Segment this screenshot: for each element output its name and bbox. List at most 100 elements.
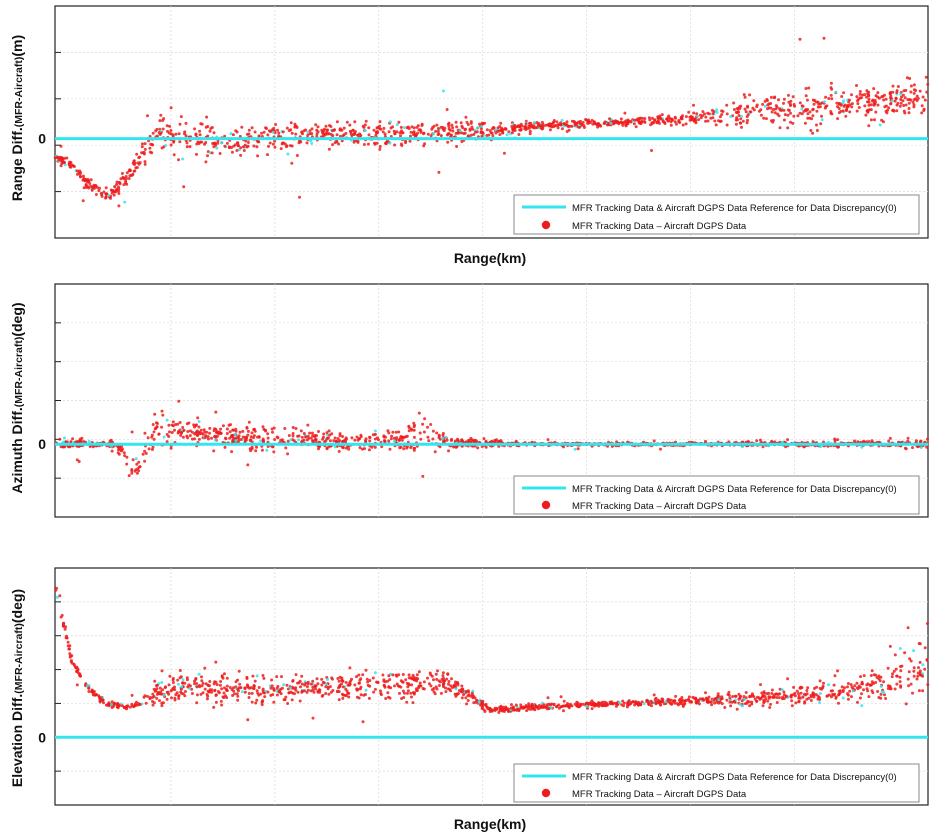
- data-point: [751, 106, 755, 110]
- data-point: [789, 693, 793, 697]
- data-point: [841, 696, 845, 700]
- data-point: [337, 679, 341, 683]
- data-point: [742, 93, 746, 97]
- data-point: [815, 129, 819, 132]
- data-point: [59, 164, 63, 168]
- data-point: [819, 445, 822, 449]
- data-point: [383, 684, 386, 688]
- data-point: [210, 126, 214, 129]
- data-point: [762, 698, 766, 702]
- data-point: [337, 449, 341, 453]
- data-point: [437, 433, 441, 437]
- data-point: [225, 684, 229, 688]
- data-point: [436, 129, 440, 133]
- data-point: [891, 108, 895, 112]
- data-point: [158, 699, 161, 703]
- data-point: [328, 124, 331, 127]
- data-point: [132, 169, 136, 173]
- data-point: [765, 99, 769, 102]
- data-point: [240, 125, 244, 129]
- data-point: [743, 107, 747, 111]
- data-point: [87, 439, 91, 443]
- data-point: [151, 143, 155, 147]
- data-point: [151, 700, 154, 703]
- data-point: [441, 433, 445, 437]
- data-point: [280, 675, 283, 679]
- data-point: [104, 703, 108, 707]
- data-point: [741, 119, 745, 123]
- data-point: [173, 428, 176, 432]
- data-point: [212, 449, 216, 453]
- data-point: [378, 145, 382, 148]
- data-point: [350, 436, 354, 440]
- data-point: [782, 97, 786, 101]
- data-point: [713, 701, 716, 705]
- data-point: [745, 701, 749, 705]
- data-point: [171, 681, 175, 684]
- data-point: [729, 115, 733, 118]
- data-point: [327, 429, 331, 433]
- data-point: [246, 463, 250, 467]
- data-point: [306, 423, 310, 427]
- data-point: [912, 105, 916, 109]
- data-point: [865, 89, 869, 93]
- data-point: [476, 126, 479, 130]
- data-point: [165, 440, 169, 444]
- data-point: [772, 108, 775, 111]
- data-point: [509, 703, 513, 707]
- data-point: [671, 700, 675, 704]
- data-point: [549, 703, 553, 707]
- data-point: [760, 691, 764, 695]
- data-point: [388, 678, 392, 682]
- data-point: [837, 692, 841, 696]
- data-point: [692, 103, 695, 107]
- data-point: [437, 436, 441, 440]
- data-point: [344, 446, 348, 450]
- data-point: [169, 129, 173, 132]
- data-point: [841, 688, 845, 692]
- data-point: [131, 458, 135, 462]
- data-point: [856, 440, 860, 444]
- y-axis-label-main: Azimuth Diff.: [9, 407, 25, 493]
- data-point: [256, 154, 260, 158]
- data-point: [223, 672, 226, 676]
- data-point: [918, 669, 922, 673]
- data-point: [65, 440, 69, 444]
- data-point: [777, 98, 780, 102]
- data-point: [347, 683, 351, 687]
- data-point: [244, 435, 248, 439]
- data-point: [863, 104, 867, 108]
- data-point: [246, 429, 250, 433]
- elevation-diff-panel: 0 Elevation Diff.(MFR-Aircraft)(deg) Ran…: [9, 567, 930, 832]
- data-point: [776, 693, 780, 696]
- data-point: [903, 651, 907, 655]
- data-point: [292, 439, 296, 443]
- data-point: [907, 107, 911, 110]
- data-point: [901, 93, 905, 97]
- data-point: [181, 426, 185, 429]
- data-point: [338, 434, 342, 438]
- data-point: [419, 437, 423, 441]
- data-point: [398, 691, 401, 695]
- data-point: [869, 683, 873, 687]
- data-point: [184, 134, 188, 138]
- data-point: [917, 689, 921, 693]
- data-point: [761, 704, 765, 708]
- data-point: [426, 425, 429, 429]
- data-point: [656, 119, 660, 123]
- data-point: [801, 695, 805, 699]
- data-point: [817, 102, 821, 106]
- data-point: [770, 439, 774, 443]
- data-point: [460, 684, 464, 688]
- data-point: [120, 704, 124, 708]
- data-point: [406, 125, 410, 129]
- data-point: [660, 113, 664, 117]
- data-point: [573, 447, 577, 451]
- data-point: [137, 465, 141, 469]
- data-point: [252, 144, 256, 148]
- data-point: [422, 131, 426, 135]
- data-point: [499, 121, 503, 125]
- data-point: [830, 97, 834, 101]
- data-point: [794, 701, 798, 705]
- data-point: [384, 435, 387, 439]
